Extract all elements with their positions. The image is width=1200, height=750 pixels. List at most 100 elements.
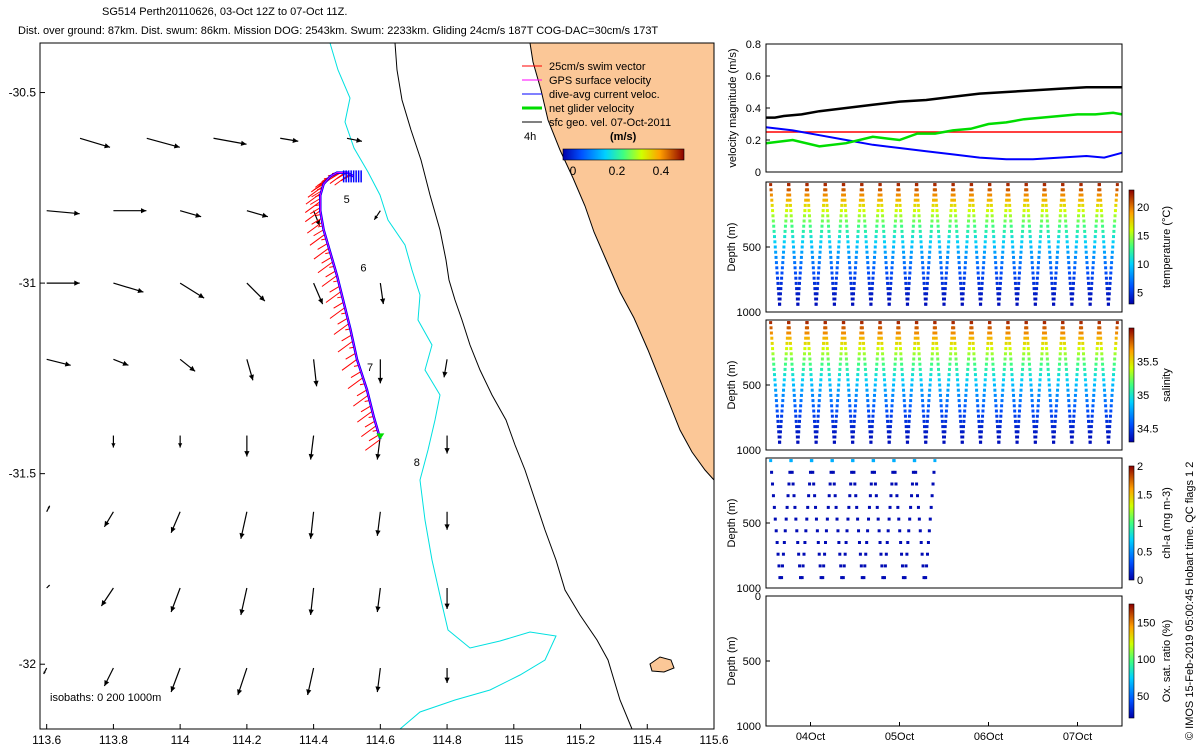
profile-dot <box>1039 362 1043 366</box>
profile-dot <box>825 203 829 207</box>
profile-dot <box>1041 203 1045 207</box>
profile-dot <box>929 229 933 233</box>
profile-dot <box>991 362 995 366</box>
profile-dot <box>1031 276 1035 280</box>
colorbar-tick-label: 2 <box>1137 461 1143 473</box>
profile-dot <box>1023 193 1027 197</box>
profile-dot <box>1115 183 1119 187</box>
profile-dot <box>946 250 950 254</box>
profile-dot <box>1008 214 1012 218</box>
profile-dot <box>802 352 806 356</box>
profile-dot <box>892 235 896 239</box>
profile-dot <box>1068 276 1072 280</box>
profile-dot <box>1077 203 1081 207</box>
profile-dot <box>858 209 862 213</box>
profile-dot <box>851 440 855 444</box>
profile-dot <box>1056 388 1060 392</box>
profile-dot <box>858 198 862 202</box>
current-vector-head <box>442 371 448 378</box>
profile-dot <box>1063 352 1067 356</box>
profile-dot <box>866 261 870 265</box>
profile-dot <box>776 425 780 429</box>
profile-dot <box>904 419 908 423</box>
profile-dot <box>879 331 883 335</box>
profile-dot <box>981 404 985 408</box>
profile-dot <box>815 425 819 429</box>
profile-dot <box>1087 419 1091 423</box>
profile-dot <box>864 240 868 244</box>
profile-dot <box>785 505 789 509</box>
profile-dot <box>1098 188 1102 192</box>
profile-dot <box>875 505 879 509</box>
profile-dot <box>1008 347 1012 351</box>
profile-dot <box>793 266 797 270</box>
profile-dot <box>944 409 948 413</box>
profile-dot <box>773 383 777 387</box>
profile-dot <box>1029 383 1033 387</box>
profile-dot <box>842 321 846 325</box>
profile-dot <box>1067 271 1071 275</box>
profile-dot <box>842 193 846 197</box>
profile-dot <box>985 357 989 361</box>
profile-dot <box>926 271 930 275</box>
profile-dot <box>1019 393 1023 397</box>
profile-dot <box>942 297 946 301</box>
profile-dot <box>952 198 956 202</box>
profile-dot <box>1045 219 1049 223</box>
profile-dot <box>864 235 868 239</box>
profile-dot <box>878 321 882 325</box>
current-vector <box>46 210 80 215</box>
profile-dots-temperature <box>769 183 1119 306</box>
profile-dot <box>867 517 871 521</box>
profile-dot <box>911 470 915 474</box>
net-glider-arrow <box>376 433 385 440</box>
profile-dot <box>857 529 861 533</box>
profile-dot <box>797 425 801 429</box>
profile-dot <box>886 425 890 429</box>
profile-dot <box>1037 388 1041 392</box>
profile-dot <box>1059 209 1063 213</box>
profile-dot <box>797 292 801 296</box>
profile-dot <box>836 529 840 533</box>
profile-dot <box>857 357 861 361</box>
profile-dot <box>1029 245 1033 249</box>
colorbar-label-temperature: temperature (°C) <box>1161 206 1173 288</box>
profile-dot <box>884 266 888 270</box>
profile-dot <box>908 404 912 408</box>
profile-dot <box>1049 271 1053 275</box>
profile-dot <box>900 224 904 228</box>
profile-dot <box>1093 373 1097 377</box>
profile-dot <box>835 409 839 413</box>
profile-dot <box>1013 276 1017 280</box>
profile-dot <box>922 276 926 280</box>
profile-dot <box>842 183 846 187</box>
profile-dot <box>852 281 856 285</box>
profile-dot <box>931 203 935 207</box>
profile-dot <box>848 409 852 413</box>
profile-dot <box>957 261 961 265</box>
profile-dot <box>769 193 773 197</box>
profile-dot <box>1047 240 1051 244</box>
profile-dot <box>796 302 800 306</box>
profile-dot <box>1108 419 1112 423</box>
profile-dot <box>1093 235 1097 239</box>
profile-dot <box>964 388 968 392</box>
profile-dot <box>849 414 853 418</box>
profile-dot <box>826 352 830 356</box>
profile-dot <box>849 419 853 423</box>
profile-dot <box>895 336 899 340</box>
profile-dot <box>836 255 840 259</box>
profile-dot <box>846 517 850 521</box>
profile-dot <box>1075 235 1079 239</box>
current-vector-head <box>239 532 245 539</box>
profile-dot <box>852 292 856 296</box>
profile-dot <box>825 347 829 351</box>
profile-dot <box>1046 362 1050 366</box>
profile-dot <box>1020 240 1024 244</box>
profile-dot <box>1087 287 1091 291</box>
profile-dot <box>936 219 940 223</box>
profile-dot <box>982 399 986 403</box>
profile-dot <box>853 482 857 486</box>
profile-dot <box>1100 352 1104 356</box>
